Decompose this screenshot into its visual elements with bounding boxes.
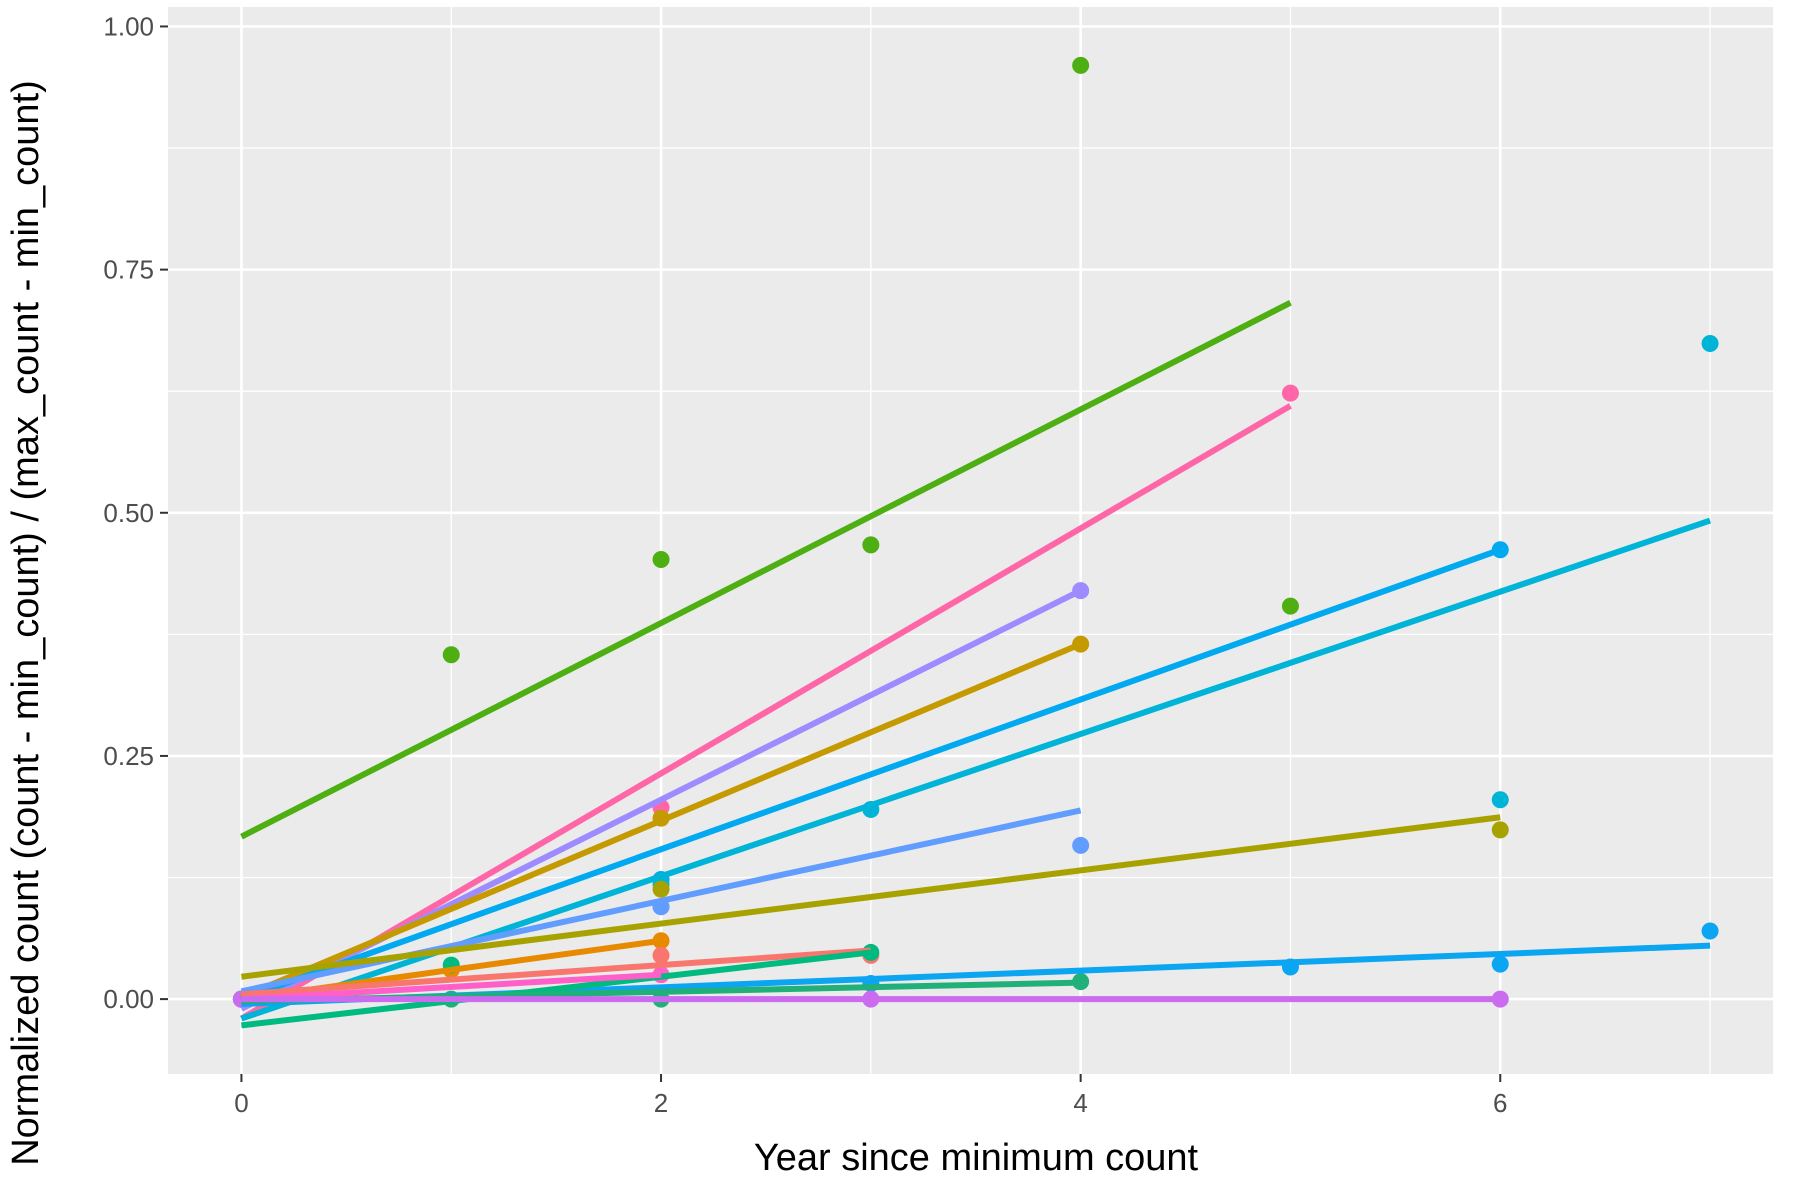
- minor-gridlines: [168, 7, 1773, 1074]
- y-tick-label: 0.75: [103, 255, 154, 285]
- data-point-series-0: [1072, 56, 1090, 74]
- y-tick-label: 0.25: [103, 741, 154, 771]
- data-point-series-7: [1491, 821, 1509, 839]
- data-point-series-0: [442, 646, 460, 664]
- x-tick-label: 2: [654, 1088, 668, 1118]
- x-tick-label: 6: [1493, 1088, 1507, 1118]
- data-point-series-6: [1072, 836, 1090, 854]
- fit-line-series-7: [241, 814, 1501, 980]
- fit-line-series-3: [240, 641, 1082, 1000]
- y-tick-label: 0.50: [103, 498, 154, 528]
- x-tick-label: 0: [234, 1088, 248, 1118]
- fit-line-series-13: [241, 971, 662, 1003]
- y-tick-label: 0.00: [103, 984, 154, 1014]
- data-point-series-0: [1281, 597, 1299, 615]
- data-point-series-5: [1701, 335, 1719, 353]
- y-axis-title: Normalized count (count - min_count) / (…: [5, 80, 47, 1166]
- plot-panel: [168, 7, 1773, 1074]
- y-axis: 0.00 0.25 0.50 0.75 1.00: [103, 11, 168, 1014]
- data-point-series-12: [1072, 973, 1090, 991]
- fit-line-series-11: [241, 949, 872, 1029]
- data-point-series-0: [862, 536, 880, 554]
- data-point-series-8: [1491, 955, 1509, 973]
- x-axis-title: Year since minimum count: [754, 1137, 1199, 1179]
- y-tick-label: 1.00: [103, 11, 154, 41]
- fit-line-series-1: [239, 403, 1292, 1022]
- data-point-series-10: [652, 946, 670, 964]
- x-axis: 0 2 4 6: [234, 1074, 1507, 1118]
- fit-line-series-4: [240, 546, 1502, 1002]
- data-point-series-0: [652, 550, 670, 568]
- fit-lines: [239, 300, 1712, 1029]
- data-point-series-7: [652, 880, 670, 898]
- data-point-series-8: [1701, 922, 1719, 940]
- fit-line-series-0: [240, 300, 1292, 840]
- x-tick-label: 4: [1073, 1088, 1087, 1118]
- data-point-series-1: [1281, 384, 1299, 402]
- fit-line-series-10: [241, 947, 872, 998]
- data-point-series-5: [1491, 791, 1509, 809]
